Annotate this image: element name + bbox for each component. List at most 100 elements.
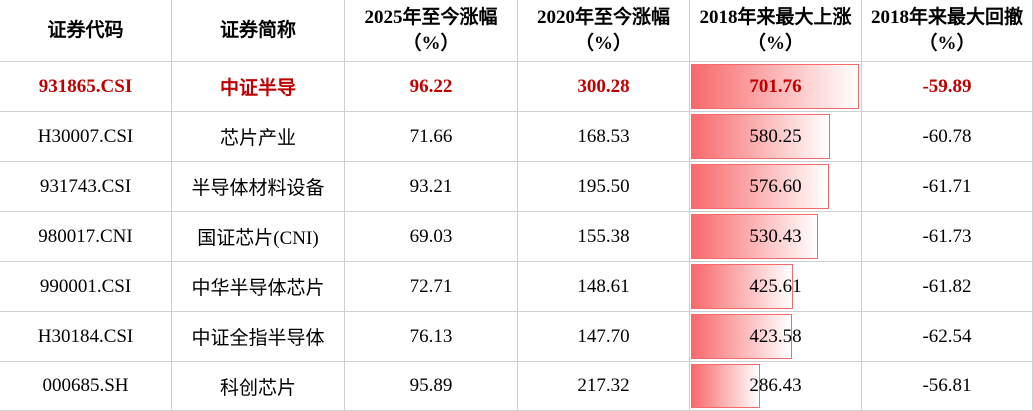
table-cell: -61.73: [862, 212, 1033, 262]
table-cell: 国证芯片(CNI): [172, 212, 345, 262]
cell-text: 69.03: [409, 225, 453, 247]
cell-text: -61.71: [922, 175, 972, 197]
cell-text: 300.28: [577, 75, 630, 97]
table-cell: 000685.SH: [0, 362, 172, 411]
table-cell: 168.53: [518, 112, 690, 162]
table-cell: 580.25: [690, 112, 862, 162]
cell-text: 147.70: [577, 325, 630, 347]
cell-text: 931743.CSI: [39, 175, 132, 197]
table-cell: 148.61: [518, 262, 690, 312]
cell-text: 530.43: [749, 225, 802, 247]
table-cell: 576.60: [690, 162, 862, 212]
cell-text: 168.53: [577, 125, 630, 147]
header-text: 2020年至今涨幅（%）: [536, 6, 670, 54]
table-cell: 96.22: [345, 62, 518, 112]
cell-text: 中华半导体芯片: [191, 278, 325, 299]
table-cell: 科创芯片: [172, 362, 345, 411]
cell-text: H30007.CSI: [37, 125, 134, 147]
table-cell: 93.21: [345, 162, 518, 212]
cell-text: 96.22: [409, 75, 453, 97]
table-cell: 990001.CSI: [0, 262, 172, 312]
cell-text: -61.73: [922, 225, 972, 247]
cell-text: 76.13: [409, 325, 453, 347]
cell-text: 155.38: [577, 225, 630, 247]
cell-text: 71.66: [409, 125, 453, 147]
header-text: 2025年至今涨幅（%）: [364, 6, 498, 54]
cell-text: 95.89: [409, 375, 453, 396]
data-bar: [691, 314, 793, 359]
data-bar: [691, 114, 830, 159]
table-cell: 中证全指半导体: [172, 312, 345, 362]
table-cell: 423.58: [690, 312, 862, 362]
table-cell: 76.13: [345, 312, 518, 362]
table-cell: 芯片产业: [172, 112, 345, 162]
cell-text: 195.50: [577, 175, 630, 197]
cell-text: -60.78: [922, 125, 972, 147]
header-cell: 2018年来最大上涨（%）: [690, 0, 862, 62]
table-cell: 980017.CNI: [0, 212, 172, 262]
table-cell: H30007.CSI: [0, 112, 172, 162]
cell-text: H30184.CSI: [37, 325, 134, 347]
cell-text: 425.61: [749, 275, 802, 297]
cell-text: 217.32: [577, 375, 630, 396]
cell-text: 72.71: [409, 275, 453, 297]
cell-text: 科创芯片: [219, 377, 296, 399]
cell-text: 423.58: [749, 325, 802, 347]
cell-text: 990001.CSI: [39, 275, 132, 297]
table-cell: 300.28: [518, 62, 690, 112]
data-bar: [691, 64, 859, 109]
table-cell: 72.71: [345, 262, 518, 312]
table-cell: -61.82: [862, 262, 1033, 312]
table-cell: 147.70: [518, 312, 690, 362]
header-cell: 证券简称: [172, 0, 345, 62]
table-cell: 中华半导体芯片: [172, 262, 345, 312]
header-cell: 2018年来最大回撤（%）: [862, 0, 1033, 62]
cell-text: 000685.SH: [42, 375, 129, 396]
table-cell: 中证半导: [172, 62, 345, 112]
data-bar: [691, 364, 760, 408]
cell-text: 中证半导: [219, 78, 296, 99]
header-text: 证券简称: [219, 19, 296, 41]
header-cell: 2020年至今涨幅（%）: [518, 0, 690, 62]
cell-text: 93.21: [409, 175, 453, 197]
cell-text: 芯片产业: [219, 128, 296, 149]
table-cell: -59.89: [862, 62, 1033, 112]
table-cell: H30184.CSI: [0, 312, 172, 362]
table-cell: 530.43: [690, 212, 862, 262]
cell-text: -59.89: [922, 75, 972, 97]
table-cell: 半导体材料设备: [172, 162, 345, 212]
table-cell: 95.89: [345, 362, 518, 411]
table-cell: 155.38: [518, 212, 690, 262]
table-cell: 195.50: [518, 162, 690, 212]
table-cell: -56.81: [862, 362, 1033, 411]
cell-text: 148.61: [577, 275, 630, 297]
cell-text: 701.76: [749, 75, 802, 97]
table-cell: -60.78: [862, 112, 1033, 162]
data-bar: [691, 164, 830, 209]
cell-text: 931865.CSI: [38, 75, 133, 97]
table-cell: 217.32: [518, 362, 690, 411]
header-text: 2018年来最大上涨（%）: [699, 6, 852, 54]
cell-text: -56.81: [922, 375, 972, 396]
data-bar: [691, 214, 818, 259]
cell-text: 580.25: [749, 125, 802, 147]
table-cell: -62.54: [862, 312, 1033, 362]
header-text: 证券代码: [47, 19, 124, 41]
table-cell: 931743.CSI: [0, 162, 172, 212]
cell-text: 286.43: [749, 375, 802, 396]
cell-text: 980017.CNI: [38, 225, 133, 247]
cell-text: -61.82: [922, 275, 972, 297]
table-cell: 69.03: [345, 212, 518, 262]
cell-text: 半导体材料设备: [191, 178, 325, 199]
cell-text: 国证芯片(CNI): [197, 228, 319, 249]
table-cell: 71.66: [345, 112, 518, 162]
cell-text: 中证全指半导体: [191, 328, 325, 349]
header-cell: 2025年至今涨幅（%）: [345, 0, 518, 62]
table-cell: -61.71: [862, 162, 1033, 212]
header-cell: 证券代码: [0, 0, 172, 62]
cell-text: 576.60: [749, 175, 802, 197]
table-cell: 701.76: [690, 62, 862, 112]
data-bar: [691, 264, 793, 309]
header-text: 2018年来最大回撤（%）: [870, 6, 1023, 54]
